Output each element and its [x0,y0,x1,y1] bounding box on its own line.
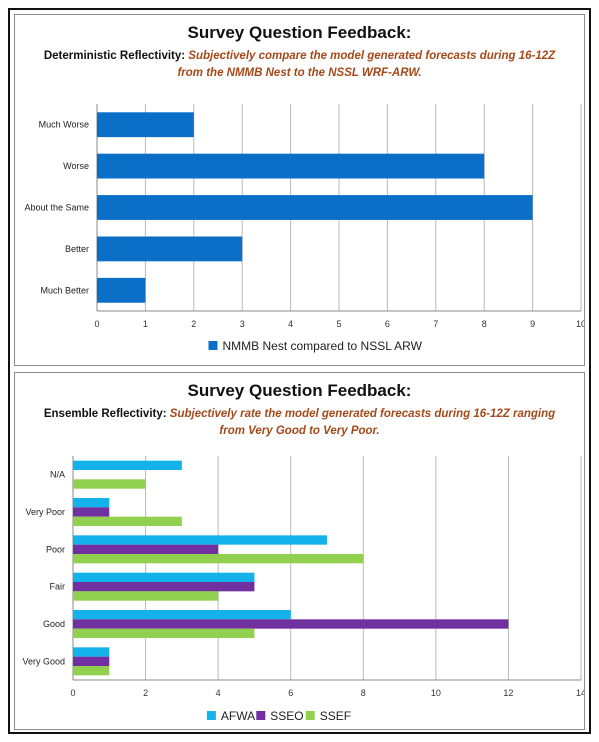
chart-panel-ensemble: Survey Question Feedback: Ensemble Refle… [14,372,585,730]
bar [97,112,194,138]
legend-swatch [208,341,218,350]
y-category-label: Fair [50,582,66,592]
bar [73,656,110,666]
x-tick-label: 12 [503,688,513,698]
legend-label: SSEO [270,709,303,723]
x-tick-label: 7 [433,319,438,329]
x-tick-label: 4 [216,688,221,698]
y-category-label: Better [65,244,89,254]
x-tick-label: 3 [240,319,245,329]
bar-chart-ensemble: 0 2 4 6 8 10 12 14 N/A Very Poor Poor Fair Good Very … [22,456,584,723]
bar [73,479,146,489]
x-tick-label: 4 [288,319,293,329]
x-tick-label: 9 [530,319,535,329]
chart-subtitle: Ensemble Reflectivity: Subjectively rate… [15,406,584,440]
y-category-label: Much Better [40,285,89,295]
bar [73,666,110,676]
x-tick-label: 8 [361,688,366,698]
bar [73,572,255,582]
legend-label: SSEF [320,709,351,723]
y-category-label: About the Same [24,203,89,213]
y-category-label: Much Worse [39,120,89,130]
chart-title: Survey Question Feedback: [187,23,412,42]
bar [73,460,182,470]
chart-subtitle: Deterministic Reflectivity: Subjectively… [15,48,584,82]
x-tick-label: 8 [482,319,487,329]
bar [73,498,110,508]
x-tick-label: 14 [576,688,584,698]
bar [73,582,255,592]
bar [73,647,110,657]
bar [97,277,146,303]
bar-chart-deterministic: 0 1 2 3 4 5 6 7 8 9 10 Much Worse Worse About the Sam… [24,104,584,353]
bar [97,153,485,179]
x-tick-label: 2 [191,319,196,329]
chart-title: Survey Question Feedback: [187,381,412,400]
subtitle-description-line1: Subjectively rate the model generated fo… [169,408,556,420]
subtitle-description-line2: from Very Good to Very Poor. [219,425,380,437]
bar [73,507,110,517]
x-tick-label: 6 [288,688,293,698]
chart-panel-deterministic: Survey Question Feedback: Deterministic … [14,14,585,366]
bar [97,195,533,220]
bar [73,619,509,629]
legend-swatch [256,711,266,720]
subtitle-label: Deterministic Reflectivity: [43,50,186,62]
bar [73,554,364,564]
subtitle-description-line1: Subjectively compare the model generated… [188,50,556,62]
y-category-label: Poor [46,544,65,554]
bar [73,516,182,526]
y-category-label: Good [43,619,65,629]
x-tick-label: 0 [70,688,75,698]
bar [73,544,219,554]
x-tick-label: 5 [336,319,341,329]
y-category-label: Very Poor [25,507,65,517]
x-tick-label: 1 [143,319,148,329]
bar [73,610,291,620]
subtitle-description-line2: from the NMMB Nest to the NSSL WRF-ARW. [177,67,422,79]
x-tick-label: 2 [143,688,148,698]
bar [73,591,219,601]
y-category-label: Very Good [22,656,65,666]
y-category-label: N/A [50,470,65,480]
y-category-label: Worse [63,161,89,171]
bar [97,236,243,262]
x-tick-label: 10 [576,319,584,329]
legend-label: AFWA [221,709,255,723]
legend-label: NMMB Nest compared to NSSL ARW [223,339,423,353]
bar [73,535,327,545]
subtitle-label: Ensemble Reflectivity: [43,408,167,420]
x-tick-label: 6 [385,319,390,329]
x-tick-label: 10 [431,688,441,698]
figure-frame: Survey Question Feedback: Deterministic … [8,8,591,734]
x-tick-label: 0 [94,319,99,329]
bar [73,628,255,638]
legend-swatch [206,711,216,720]
legend-swatch [305,711,315,720]
